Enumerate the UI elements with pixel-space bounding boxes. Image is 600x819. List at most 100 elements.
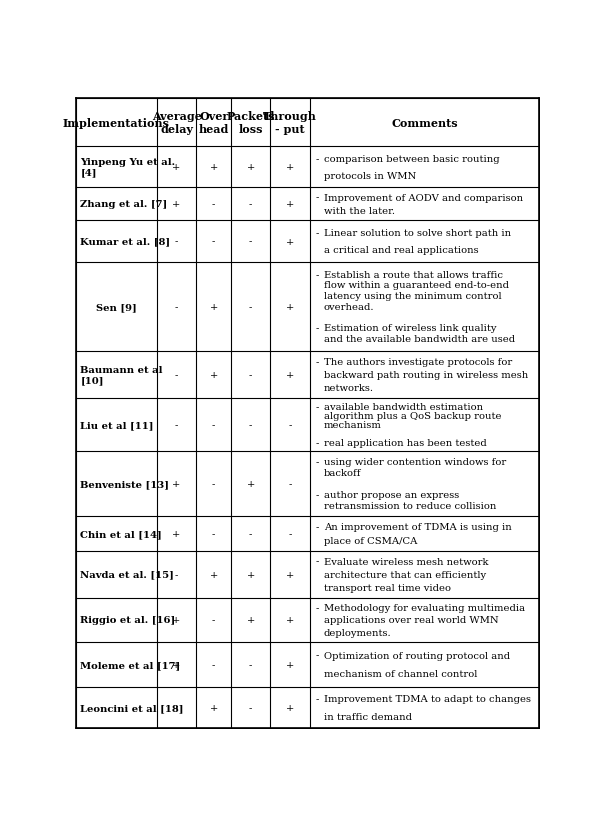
- Text: -: -: [249, 660, 253, 669]
- Text: +: +: [247, 480, 255, 489]
- Text: -: -: [316, 603, 319, 612]
- Text: +: +: [209, 570, 218, 579]
- Text: -: -: [289, 420, 292, 429]
- Text: +: +: [172, 530, 181, 538]
- Text: in traffic demand: in traffic demand: [324, 712, 412, 721]
- Text: -: -: [249, 238, 253, 247]
- Text: -: -: [175, 302, 178, 311]
- Text: mechanism of channel control: mechanism of channel control: [324, 670, 477, 679]
- Text: algorithm plus a QoS backup route: algorithm plus a QoS backup route: [324, 411, 501, 420]
- Text: and the available bandwidth are used: and the available bandwidth are used: [324, 334, 515, 343]
- Text: Navda et al. [15]: Navda et al. [15]: [80, 570, 175, 579]
- Text: -: -: [316, 458, 319, 467]
- Text: +: +: [209, 163, 218, 172]
- Text: real application has been tested: real application has been tested: [324, 438, 487, 447]
- Text: Linear solution to solve short path in: Linear solution to solve short path in: [324, 229, 511, 238]
- Text: networks.: networks.: [324, 383, 374, 392]
- Text: -: -: [175, 570, 178, 579]
- Text: +: +: [286, 163, 294, 172]
- Text: -: -: [316, 402, 319, 411]
- Text: +: +: [286, 200, 294, 209]
- Text: An improvement of TDMA is using in: An improvement of TDMA is using in: [324, 523, 512, 532]
- Text: Through
- put: Through - put: [263, 111, 317, 135]
- Text: Improvement of AODV and comparison: Improvement of AODV and comparison: [324, 193, 523, 202]
- Text: Yinpeng Yu et al.
[4]: Yinpeng Yu et al. [4]: [80, 158, 176, 178]
- Text: Evaluate wireless mesh network: Evaluate wireless mesh network: [324, 557, 488, 566]
- Text: -: -: [316, 324, 319, 333]
- Text: -: -: [212, 480, 215, 489]
- Text: applications over real world WMN: applications over real world WMN: [324, 616, 499, 625]
- Text: +: +: [209, 703, 218, 712]
- Text: flow within a guaranteed end-to-end: flow within a guaranteed end-to-end: [324, 281, 509, 290]
- Text: overhead.: overhead.: [324, 302, 374, 311]
- Text: deployments.: deployments.: [324, 628, 391, 637]
- Text: Benveniste [13]: Benveniste [13]: [80, 480, 169, 489]
- Text: -: -: [316, 155, 319, 164]
- Text: Chin et al [14]: Chin et al [14]: [80, 530, 162, 538]
- Text: Riggio et al. [16]: Riggio et al. [16]: [80, 616, 176, 625]
- Text: -: -: [175, 370, 178, 379]
- Text: -: -: [316, 523, 319, 532]
- Text: -: -: [316, 695, 319, 704]
- Text: Over
head: Over head: [199, 111, 229, 135]
- Text: +: +: [172, 660, 181, 669]
- Text: -: -: [316, 438, 319, 447]
- Text: +: +: [286, 703, 294, 712]
- Text: Packets
loss: Packets loss: [226, 111, 275, 135]
- Text: -: -: [212, 616, 215, 625]
- Text: +: +: [286, 616, 294, 625]
- Text: -: -: [212, 200, 215, 209]
- Text: Optimization of routing protocol and: Optimization of routing protocol and: [324, 651, 510, 660]
- Text: Estimation of wireless link quality: Estimation of wireless link quality: [324, 324, 496, 333]
- Text: +: +: [209, 302, 218, 311]
- Text: -: -: [316, 270, 319, 279]
- Text: backward path routing in wireless mesh: backward path routing in wireless mesh: [324, 370, 528, 379]
- Text: available bandwidth estimation: available bandwidth estimation: [324, 402, 483, 411]
- Text: -: -: [316, 491, 319, 500]
- Text: -: -: [316, 651, 319, 660]
- Text: +: +: [247, 616, 255, 625]
- Text: mechanism: mechanism: [324, 420, 382, 429]
- Text: Baumann et al
[10]: Baumann et al [10]: [80, 365, 163, 385]
- Text: Moleme et al [17]: Moleme et al [17]: [80, 660, 181, 669]
- Text: Comments: Comments: [391, 118, 458, 129]
- Text: -: -: [212, 530, 215, 538]
- Text: Average
delay: Average delay: [152, 111, 202, 135]
- Text: Sen [9]: Sen [9]: [96, 302, 137, 311]
- Text: +: +: [172, 163, 181, 172]
- Text: architecture that can efficiently: architecture that can efficiently: [324, 570, 486, 579]
- Text: -: -: [249, 200, 253, 209]
- Text: a critical and real applications: a critical and real applications: [324, 246, 478, 255]
- Text: +: +: [247, 570, 255, 579]
- Text: +: +: [286, 302, 294, 311]
- Text: -: -: [249, 420, 253, 429]
- Text: -: -: [316, 229, 319, 238]
- Text: Methodology for evaluating multimedia: Methodology for evaluating multimedia: [324, 603, 525, 612]
- Text: -: -: [316, 557, 319, 566]
- Text: -: -: [289, 530, 292, 538]
- Text: -: -: [289, 480, 292, 489]
- Text: The authors investigate protocols for: The authors investigate protocols for: [324, 357, 512, 366]
- Text: Kumar et al. [8]: Kumar et al. [8]: [80, 238, 170, 247]
- Text: +: +: [172, 480, 181, 489]
- Text: +: +: [247, 163, 255, 172]
- Text: +: +: [172, 616, 181, 625]
- Text: +: +: [286, 660, 294, 669]
- Text: Leoncini et al [18]: Leoncini et al [18]: [80, 703, 184, 712]
- Text: Improvement TDMA to adapt to changes: Improvement TDMA to adapt to changes: [324, 695, 531, 704]
- Text: -: -: [175, 703, 178, 712]
- Text: transport real time video: transport real time video: [324, 583, 451, 592]
- Text: Establish a route that allows traffic: Establish a route that allows traffic: [324, 270, 503, 279]
- Text: -: -: [212, 660, 215, 669]
- Text: -: -: [316, 357, 319, 366]
- Text: -: -: [212, 238, 215, 247]
- Text: latency using the minimum control: latency using the minimum control: [324, 292, 502, 301]
- Text: Zhang et al. [7]: Zhang et al. [7]: [80, 200, 167, 209]
- Text: -: -: [249, 530, 253, 538]
- Text: +: +: [286, 570, 294, 579]
- Text: place of CSMA/CA: place of CSMA/CA: [324, 536, 417, 545]
- Text: -: -: [249, 302, 253, 311]
- Text: with the later.: with the later.: [324, 207, 395, 216]
- Text: +: +: [209, 370, 218, 379]
- Text: -: -: [175, 238, 178, 247]
